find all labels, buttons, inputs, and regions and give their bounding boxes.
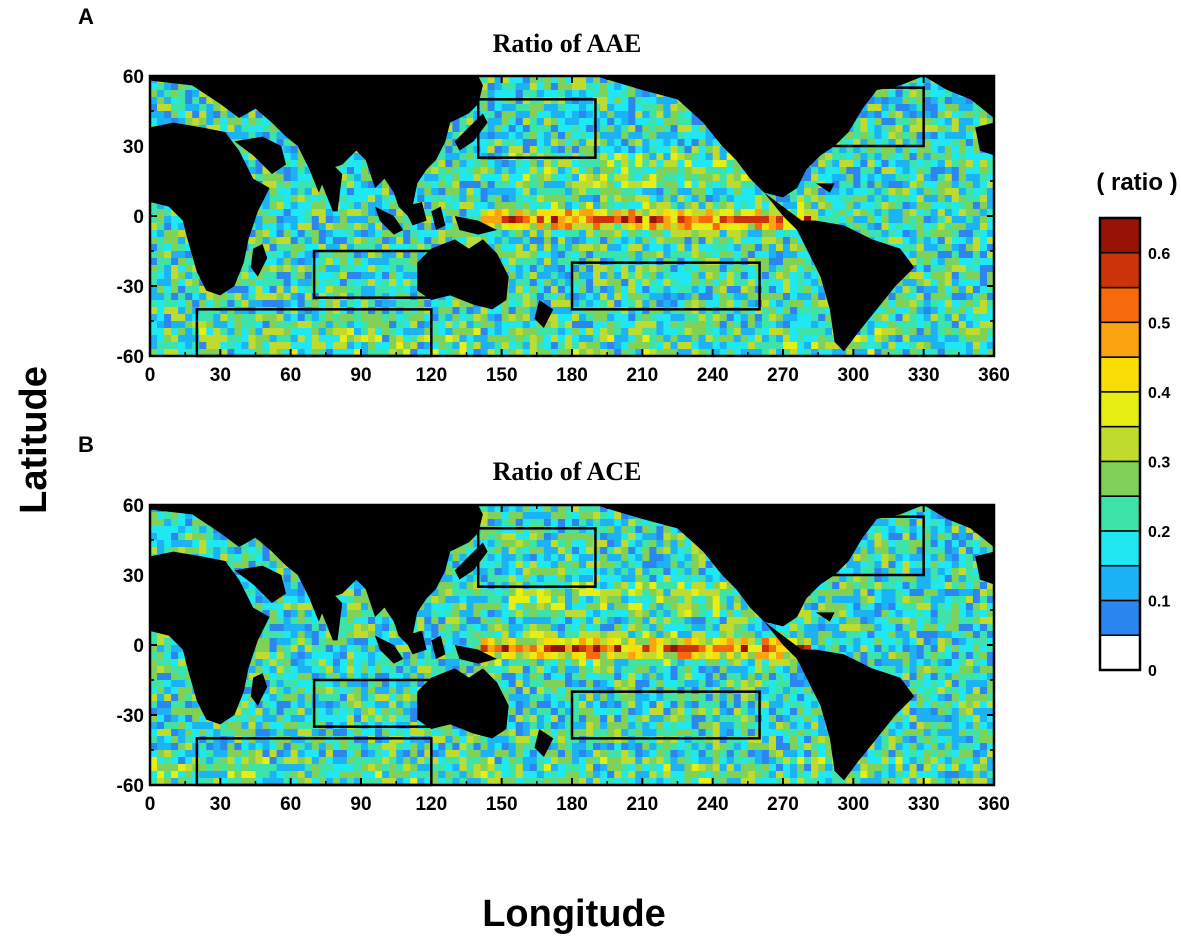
colorbar-label: 0.1 xyxy=(1148,593,1170,610)
panel-a-letter: A xyxy=(78,4,94,29)
colorbar-segment xyxy=(1099,356,1141,393)
x-tick-label: 210 xyxy=(626,794,658,815)
region-box xyxy=(805,515,925,577)
x-tick-label: 0 xyxy=(145,365,156,386)
x-tick-label: 330 xyxy=(908,365,940,386)
x-tick-label: 150 xyxy=(486,365,518,386)
x-tick-label: 300 xyxy=(837,365,869,386)
region-box xyxy=(805,86,925,148)
x-tick-label: 120 xyxy=(415,365,447,386)
colorbar-label: 0.4 xyxy=(1148,385,1170,402)
colorbar-label: 0.5 xyxy=(1148,315,1170,332)
x-tick-label: 300 xyxy=(837,794,869,815)
x-tick-label: 90 xyxy=(350,794,371,815)
panel-b-letter: B xyxy=(78,432,94,457)
region-box xyxy=(312,249,433,299)
x-tick-label: 120 xyxy=(415,794,447,815)
x-tick-label: 270 xyxy=(767,365,799,386)
colorbar-label: 0.2 xyxy=(1148,524,1170,541)
colorbar-label: 0 xyxy=(1148,663,1157,680)
x-axis-title: Longitude xyxy=(482,893,666,935)
x-tick-label: 240 xyxy=(697,365,729,386)
x-tick-label: 0 xyxy=(145,794,156,815)
x-tick-label: 30 xyxy=(210,794,231,815)
y-tick-label: 60 xyxy=(123,67,144,88)
colorbar-segment xyxy=(1099,564,1141,602)
colorbar-segment xyxy=(1099,460,1141,497)
colorbar-segment xyxy=(1099,634,1141,671)
colorbar-title: ( ratio ) xyxy=(1096,169,1177,196)
panel-a-axes: 0 30 60 90 120 150 180 210 240 270 300 330 36060300-… xyxy=(117,67,1010,386)
colorbar-label: 0.6 xyxy=(1148,246,1170,263)
y-tick-label: -60 xyxy=(117,347,144,368)
x-tick-label: 60 xyxy=(280,794,301,815)
y-tick-label: 60 xyxy=(123,496,144,517)
y-tick-label: 0 xyxy=(133,636,144,657)
y-axis-title: Latitude xyxy=(13,366,55,514)
region-box xyxy=(570,261,761,311)
x-tick-label: 90 xyxy=(350,365,371,386)
y-tick-label: -30 xyxy=(117,706,144,727)
colorbar-segment xyxy=(1099,252,1141,289)
y-tick-label: 0 xyxy=(133,207,144,228)
colorbar-segment xyxy=(1099,425,1141,463)
x-tick-label: 60 xyxy=(280,365,301,386)
colorbar-segment xyxy=(1099,391,1141,428)
x-tick-label: 240 xyxy=(697,794,729,815)
panel-b-title: Ratio of ACE xyxy=(493,457,642,486)
colorbar-frame xyxy=(1098,216,1142,672)
x-tick-label: 330 xyxy=(908,794,940,815)
colorbar-segment xyxy=(1099,530,1141,567)
x-tick-label: 360 xyxy=(978,794,1010,815)
panel-b-axes: 0 30 60 90 120 150 180 210 240 270 300 330 36060300-… xyxy=(117,496,1010,815)
y-tick-label: 30 xyxy=(123,566,144,587)
x-tick-label: 270 xyxy=(767,794,799,815)
panel-b-map: 0 30 60 90 120 150 180 210 240 270 300 330 36060300-… xyxy=(117,496,1010,815)
colorbar-segment xyxy=(1099,321,1141,358)
region-box xyxy=(570,690,761,740)
panel-a-map: 0 30 60 90 120 150 180 210 240 270 300 330 36060300-… xyxy=(117,67,1010,386)
y-tick-label: -30 xyxy=(117,277,144,298)
y-tick-label: -60 xyxy=(117,776,144,797)
colorbar-segment xyxy=(1099,599,1141,636)
x-tick-label: 180 xyxy=(556,794,588,815)
region-box xyxy=(476,98,597,159)
panel-a-title: Ratio of AAE xyxy=(493,29,642,58)
region-box xyxy=(312,678,433,728)
colorbar-segment xyxy=(1099,286,1141,324)
x-tick-label: 360 xyxy=(978,365,1010,386)
colorbar-segment xyxy=(1099,217,1141,254)
x-tick-label: 30 xyxy=(210,365,231,386)
panel-b-boxes xyxy=(195,515,925,787)
colorbar-segment xyxy=(1099,495,1141,532)
colorbar-label: 0.3 xyxy=(1148,454,1170,471)
colorbar: 0.6 0.5 0.4 0.3 0.2 0.1 0 xyxy=(1098,216,1170,680)
x-tick-label: 210 xyxy=(626,365,658,386)
x-tick-label: 150 xyxy=(486,794,518,815)
y-tick-label: 30 xyxy=(123,137,144,158)
x-tick-label: 180 xyxy=(556,365,588,386)
region-box xyxy=(476,527,597,588)
